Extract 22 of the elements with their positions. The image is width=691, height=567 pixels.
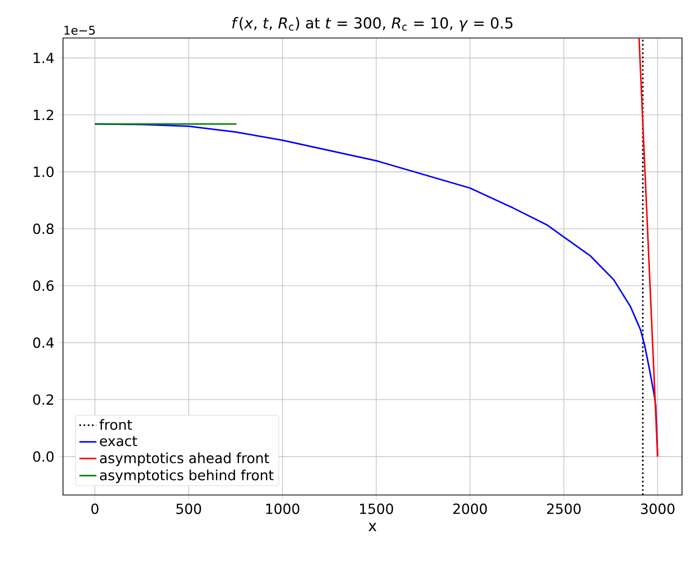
x-tick-label: 2000 [453,504,487,514]
x-tick-label: 2500 [547,504,581,514]
legend-label: asymptotics behind front [100,470,274,484]
y-tick-label: 0.2 [33,394,54,405]
y-tick-label: 0.8 [33,223,54,234]
x-tick-label: 1500 [360,504,394,514]
chart-title: f(x, t, R$_{c}$) at t = 300, R$_{c}$ = 10, γ = 0.5 [232,17,512,32]
y-tick-label: 1.2 [34,110,54,120]
y-tick-label: 0.6 [33,280,54,291]
legend-label: front [99,419,132,430]
y-tick-label: 1.0 [34,166,54,178]
x-tick-label: 500 [176,504,202,514]
y-tick-label: 1.4 [34,52,54,64]
x-tick-label: 3000 [640,504,674,514]
legend-label: exact [100,436,138,446]
x-tick-label: 1000 [266,504,300,514]
y-tick-label: 0.0 [33,451,54,462]
text: 1e−5 [64,26,95,35]
y-tick-label: 0.4 [33,337,54,348]
x-axis-title: x [368,522,376,532]
legend-label: asymptotics ahead front [100,452,270,466]
x-tick-label: 0 [91,504,98,514]
